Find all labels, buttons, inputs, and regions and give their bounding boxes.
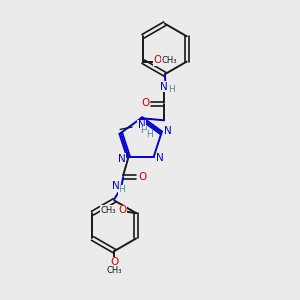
Text: O: O bbox=[153, 55, 161, 65]
Text: O: O bbox=[118, 205, 126, 215]
Text: H: H bbox=[169, 85, 176, 94]
Text: N: N bbox=[138, 120, 146, 130]
Text: H: H bbox=[146, 130, 153, 139]
Text: N: N bbox=[160, 82, 168, 92]
Text: CH₃: CH₃ bbox=[161, 56, 177, 64]
Text: O: O bbox=[141, 98, 150, 108]
Text: CH₃: CH₃ bbox=[106, 266, 122, 275]
Text: N: N bbox=[118, 154, 126, 164]
Text: H: H bbox=[140, 126, 147, 135]
Text: O: O bbox=[110, 257, 118, 267]
Text: H: H bbox=[118, 185, 125, 194]
Text: N: N bbox=[164, 127, 171, 136]
Text: N: N bbox=[112, 181, 120, 191]
Text: CH₃: CH₃ bbox=[101, 206, 116, 215]
Text: N: N bbox=[156, 153, 164, 164]
Text: O: O bbox=[138, 172, 147, 182]
